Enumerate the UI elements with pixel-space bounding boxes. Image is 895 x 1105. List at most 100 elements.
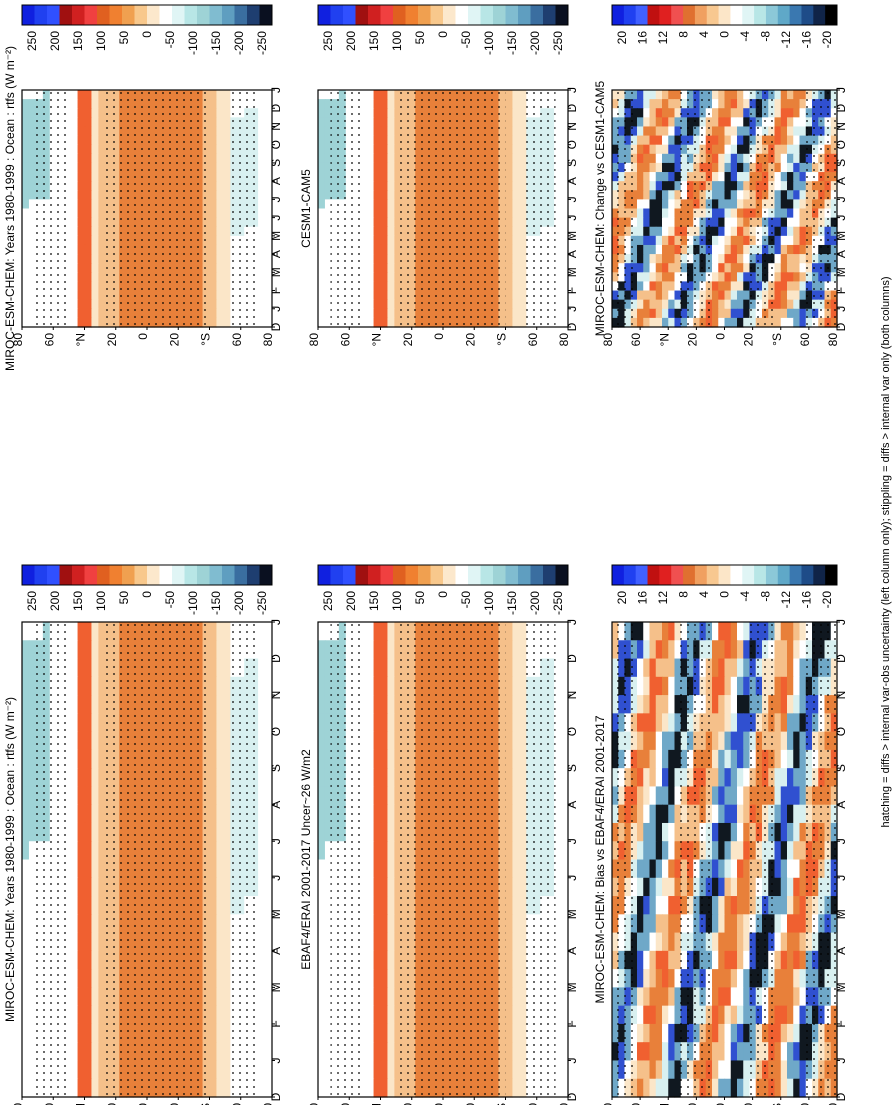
panel-top-right-cell — [91, 299, 99, 310]
panel-middle-right-cell — [387, 272, 395, 283]
panel-bottom-left-cell — [649, 969, 657, 988]
panel-top-right-cell — [70, 254, 79, 264]
panel-top-left-cell — [70, 749, 79, 769]
panel-bottom-left-cell — [774, 877, 782, 897]
panel-top-right-cell — [28, 263, 37, 273]
panel-middle-right-cell — [387, 217, 395, 228]
panel-middle-right-colorbar-tick-label: -50 — [459, 31, 473, 49]
panel-bottom-left-cell — [793, 658, 801, 678]
panel-middle-right-cell — [366, 317, 375, 328]
panel-middle-right-colorbar-swatch — [405, 5, 419, 25]
panel-middle-left-colorbar-tick-label: 200 — [344, 591, 358, 611]
panel-middle-right-cell — [318, 108, 326, 118]
panel-top-right-cell — [216, 199, 224, 210]
panel-middle-right-cell — [324, 281, 333, 292]
panel-middle-right-cell — [561, 144, 569, 155]
panel-top-right-cell — [258, 208, 266, 219]
panel-bottom-left-cell — [730, 950, 738, 970]
panel-top-right-cell — [70, 126, 79, 137]
panel-top-left-cell — [265, 1060, 273, 1080]
panel-middle-right-cell — [505, 99, 514, 109]
panel-bottom-left-cell — [674, 1005, 682, 1025]
panel-middle-right-colorbar: 250 200 150 100 50 0 -50 -100 -150 -200 -250 — [317, 4, 569, 55]
panel-top-right-cell — [209, 172, 218, 182]
panel-bottom-left-cell — [787, 786, 794, 806]
panel-bottom-left-cell — [774, 658, 782, 678]
panel-top-left-cell — [216, 841, 224, 861]
panel-middle-left-cell — [554, 877, 562, 897]
panel-top-left-cell — [22, 804, 30, 824]
panel-top-right-cell — [22, 281, 30, 292]
panel-middle-right-cell — [561, 90, 569, 100]
panel-top-left-cell — [28, 822, 37, 842]
panel-bottom-left-cell — [655, 822, 663, 842]
panel-top-right-cell — [28, 308, 37, 319]
panel-middle-left-cell — [380, 877, 389, 897]
panel-middle-right-cell — [512, 135, 520, 146]
panel-bottom-left-cell — [637, 676, 644, 696]
panel-top-left-cell — [258, 969, 266, 988]
panel-middle-left-cell — [324, 731, 333, 751]
panel-bottom-left-cell — [793, 914, 801, 934]
panel-top-left-cell — [63, 786, 72, 806]
panel-top-left-cell — [70, 658, 79, 678]
panel-top-right-cell — [258, 162, 266, 173]
panel-middle-left-cell — [366, 640, 375, 660]
panel-bottom-left-cell — [643, 1042, 651, 1062]
panel-middle-left-cell — [380, 987, 389, 1007]
panel-middle-left-cell — [512, 914, 520, 934]
panel-bottom-left-cell — [712, 768, 719, 788]
panel-top-right-cell — [91, 199, 99, 210]
panel-top-right-lat-label: °S — [199, 333, 213, 346]
panel-top-left-cell — [91, 987, 99, 1007]
panel-middle-right-cell — [380, 226, 389, 237]
panel-top-left-cell — [70, 786, 79, 806]
panel-top-left-cell — [209, 932, 218, 952]
panel-middle-right-cell — [561, 162, 569, 173]
panel-top-left-cell — [258, 786, 266, 806]
panel-top-left-cell — [216, 804, 224, 824]
panel-bottom-left-cell — [643, 658, 651, 678]
panel-top-left-cell — [28, 969, 37, 988]
panel-middle-right-cell — [387, 99, 395, 109]
panel-middle-left-cell — [387, 749, 395, 769]
panel-top-right-cell — [209, 208, 218, 219]
panel-top-right-cell — [77, 144, 86, 155]
panel-middle-right-cell — [366, 281, 375, 292]
panel-top-right-cell — [28, 244, 37, 255]
panel-top-right-cell — [91, 244, 99, 255]
panel-bottom-left-cell — [649, 1005, 657, 1025]
panel-top-right-cell — [91, 308, 99, 319]
panel-top-right-cell — [22, 172, 30, 182]
panel-top-left-cell — [28, 877, 37, 897]
panel-top-right-cell — [28, 90, 37, 100]
panel-top-left-cell — [209, 914, 218, 934]
panel-middle-left-colorbar-swatch — [343, 565, 356, 585]
panel-middle-left-cell — [554, 676, 562, 696]
panel-middle-left-colorbar: 250 200 150 100 50 0 -50 -100 -150 -200 -250 — [317, 564, 569, 615]
panel-bottom-left-cell — [637, 713, 644, 733]
panel-middle-left-cell — [380, 768, 389, 788]
panel-bottom-left-cell — [793, 1060, 801, 1080]
panel-top-right-cell — [28, 153, 37, 164]
panel-middle-right-cell — [373, 90, 382, 100]
panel-top-right-cell — [70, 299, 79, 310]
panel-middle-left-colorbar-swatch — [368, 565, 381, 585]
panel-top-right-cell — [77, 226, 86, 237]
panel-top-right-cell — [91, 226, 99, 237]
panel-middle-left-cell — [387, 987, 395, 1007]
panel-bottom-left-cell — [774, 841, 782, 861]
panel-middle-right-cell — [324, 208, 333, 219]
panel-bottom-left-cell — [737, 1042, 744, 1062]
panel-middle-left-cell — [387, 622, 395, 641]
panel-top-left-colorbar-swatch — [109, 565, 123, 585]
panel-bottom-left-cell — [674, 914, 682, 934]
panel-middle-left-cell — [373, 640, 382, 660]
panel-top-right-cell — [84, 281, 93, 292]
panel-middle-right-cell — [324, 117, 333, 128]
panel-middle-left-cell — [318, 731, 326, 751]
panel-middle-right-cell — [380, 281, 389, 292]
panel-top-right-cell — [216, 254, 224, 264]
panel-bottom-left-cell — [743, 676, 751, 696]
panel-bottom-left-cell — [649, 749, 657, 769]
